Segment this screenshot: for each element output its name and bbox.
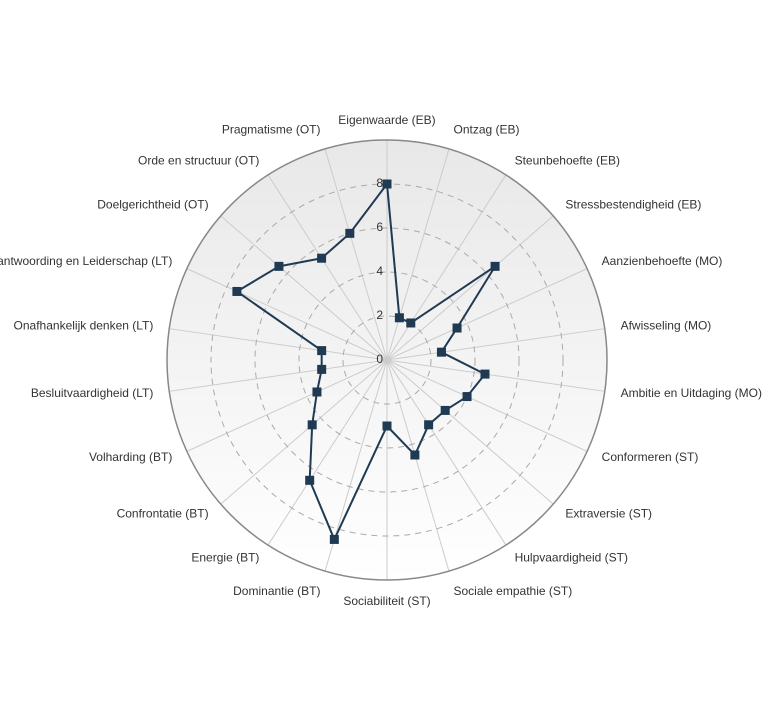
radar-axis-label: Conformeren (ST) bbox=[602, 450, 699, 464]
radar-axis-label: Steunbehoefte (EB) bbox=[515, 154, 620, 168]
radar-axis-label: Sociabiliteit (ST) bbox=[343, 594, 430, 608]
radar-tick-label: 8 bbox=[376, 176, 383, 190]
radar-series-marker bbox=[313, 388, 321, 396]
radar-series-marker bbox=[233, 287, 241, 295]
radar-axis-label: Confrontatie (BT) bbox=[117, 507, 209, 521]
radar-axis-label: Ambitie en Uitdaging (MO) bbox=[621, 386, 762, 400]
radar-chart: 0 2 4 6 8 Eigenwaarde (EB) Ontzag (EB) Steunbeh… bbox=[0, 0, 775, 725]
radar-axis-label: Aanzienbehoefte (MO) bbox=[602, 254, 723, 268]
radar-tick-label: 4 bbox=[376, 264, 383, 278]
radar-axis-label: Pragmatisme (OT) bbox=[222, 123, 321, 137]
radar-series-marker bbox=[441, 406, 449, 414]
radar-axis-label: Sociale empathie (ST) bbox=[453, 584, 572, 598]
radar-axis-label: Eigenwaarde (EB) bbox=[338, 113, 435, 127]
radar-series-marker bbox=[346, 229, 354, 237]
radar-series-marker bbox=[275, 262, 283, 270]
radar-axis-label: Orde en structuur (OT) bbox=[138, 154, 259, 168]
radar-series-marker bbox=[383, 180, 391, 188]
radar-axis-label: Doelgerichtheid (OT) bbox=[97, 198, 208, 212]
radar-series-marker bbox=[411, 451, 419, 459]
radar-tick-label: 0 bbox=[376, 352, 383, 366]
radar-axis-label: Extraversie (ST) bbox=[565, 507, 652, 521]
radar-series-marker bbox=[453, 324, 461, 332]
radar-axis-label: Verantwoording en Leiderschap (LT) bbox=[0, 254, 172, 268]
radar-series-marker bbox=[383, 422, 391, 430]
radar-axis-label: Dominantie (BT) bbox=[233, 584, 320, 598]
radar-tick-label: 2 bbox=[376, 308, 383, 322]
radar-series-marker bbox=[407, 319, 415, 327]
radar-axis-label: Volharding (BT) bbox=[89, 450, 172, 464]
radar-tick-label: 6 bbox=[376, 220, 383, 234]
radar-series-marker bbox=[318, 347, 326, 355]
radar-series-marker bbox=[318, 254, 326, 262]
radar-series-marker bbox=[491, 262, 499, 270]
radar-series-marker bbox=[425, 421, 433, 429]
radar-series-marker bbox=[306, 476, 314, 484]
radar-axis-label: Onafhankelijk denken (LT) bbox=[14, 319, 154, 333]
radar-axis-label: Ontzag (EB) bbox=[453, 123, 519, 137]
radar-axis-label: Besluitvaardigheid (LT) bbox=[31, 386, 154, 400]
radar-axis-label: Hulpvaardigheid (ST) bbox=[515, 551, 628, 565]
radar-axis-label: Stressbestendigheid (EB) bbox=[565, 198, 701, 212]
radar-series-marker bbox=[330, 535, 338, 543]
radar-axis-label: Energie (BT) bbox=[191, 551, 259, 565]
radar-series-marker bbox=[395, 314, 403, 322]
radar-axis-label: Afwisseling (MO) bbox=[621, 319, 712, 333]
radar-series-marker bbox=[308, 421, 316, 429]
radar-series-marker bbox=[318, 365, 326, 373]
radar-series-marker bbox=[437, 348, 445, 356]
radar-series-marker bbox=[481, 370, 489, 378]
radar-series-marker bbox=[463, 393, 471, 401]
